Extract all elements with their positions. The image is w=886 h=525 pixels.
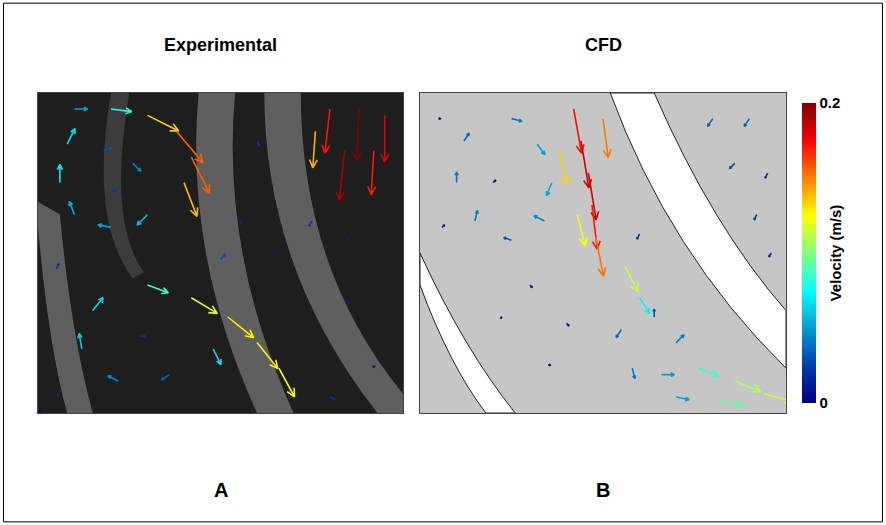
- svg-text:A: A: [214, 479, 228, 501]
- svg-text:Velocity (m/s): Velocity (m/s): [827, 205, 844, 302]
- svg-text:B: B: [596, 479, 610, 501]
- svg-text:0: 0: [820, 394, 828, 411]
- svg-text:0.2: 0.2: [820, 94, 841, 111]
- svg-text:Experimental: Experimental: [164, 35, 277, 55]
- svg-text:CFD: CFD: [585, 35, 622, 55]
